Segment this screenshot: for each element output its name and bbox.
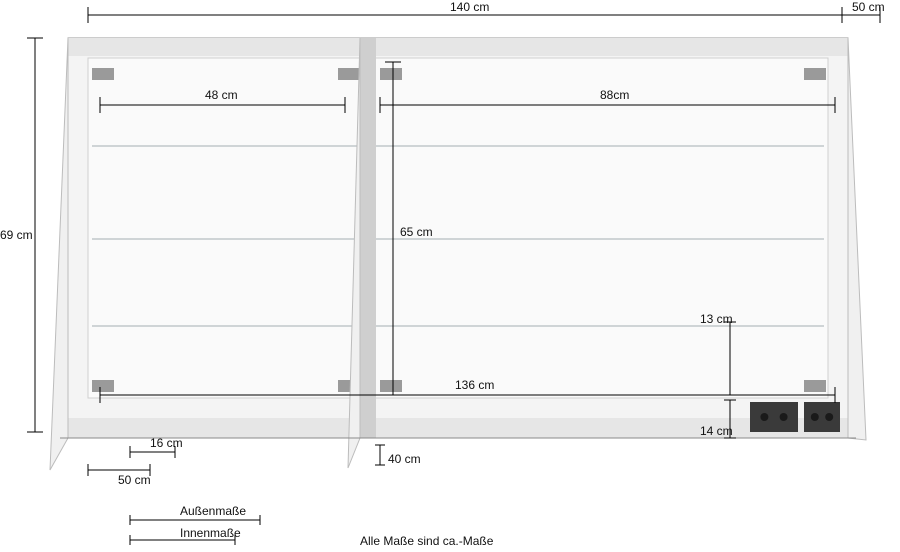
diagram-stage: 140 cm 50 cm 69 cm 48 cm 88cm 65 cm 136 … [0,0,900,552]
dim-inner-left: 48 cm [205,88,238,102]
dim-inner-width: 136 cm [455,378,494,392]
dim-depth-top: 50 cm [852,0,885,14]
cabinet-drawing [0,0,900,552]
dim-door-16: 16 cm [150,436,183,450]
dim-door-50: 50 cm [118,473,151,487]
dim-total-width: 140 cm [450,0,489,14]
dim-inner-right: 88cm [600,88,629,102]
dim-inner-height: 65 cm [400,225,433,239]
legend-inner: Innenmaße [180,526,241,540]
dim-height: 69 cm [0,228,33,242]
legend-outer: Außenmaße [180,504,246,518]
footnote: Alle Maße sind ca.-Maße [360,534,493,548]
dim-door-40: 40 cm [388,452,421,466]
dim-shelf-gap: 13 cm [700,312,733,326]
dim-base-gap: 14 cm [700,424,733,438]
